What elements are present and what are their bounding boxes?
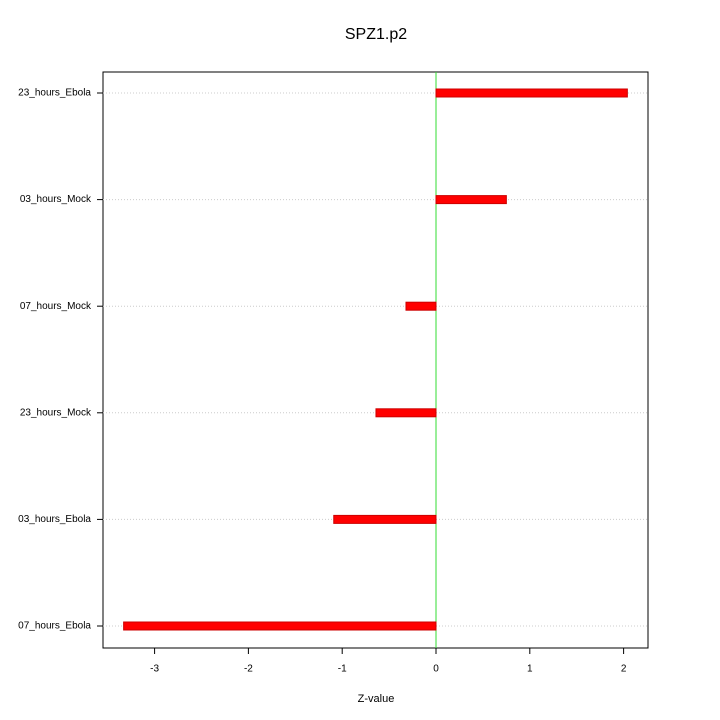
bar <box>123 621 437 631</box>
x-tick-label: 2 <box>621 664 627 675</box>
y-tick-label: 23_hours_Ebola <box>18 88 91 99</box>
x-tick-label: 0 <box>433 664 439 675</box>
y-tick-label: 03_hours_Mock <box>20 194 92 205</box>
bar <box>435 195 507 205</box>
y-tick-label: 07_hours_Ebola <box>18 621 91 632</box>
y-tick-label: 23_hours_Mock <box>20 407 92 418</box>
y-tick-label: 03_hours_Ebola <box>18 514 91 525</box>
chart-title: SPZ1.p2 <box>345 26 407 43</box>
x-tick-label: -1 <box>338 664 347 675</box>
x-axis-label: Z-value <box>358 693 395 705</box>
bar <box>333 514 437 524</box>
y-tick-label: 07_hours_Mock <box>20 301 92 312</box>
bar <box>435 88 628 98</box>
bar <box>375 408 437 418</box>
x-tick-label: -3 <box>150 664 159 675</box>
x-tick-label: 1 <box>527 664 533 675</box>
x-tick-label: -2 <box>244 664 253 675</box>
plot-frame <box>102 71 649 649</box>
bar <box>405 301 437 311</box>
